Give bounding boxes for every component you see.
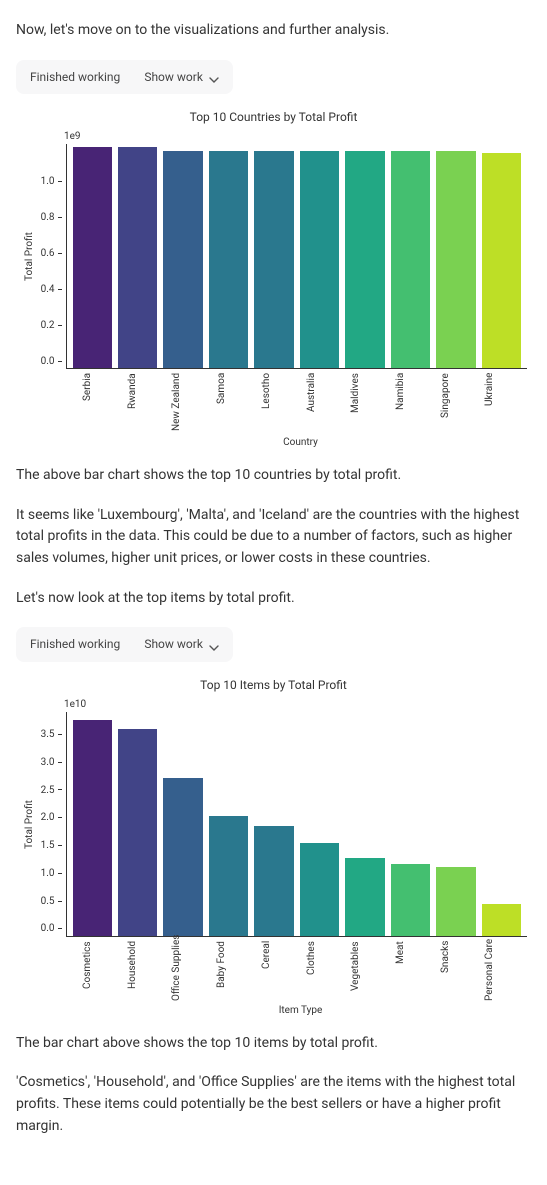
bar	[209, 151, 248, 368]
analysis-text: 'Cosmetics', 'Household', and 'Office Su…	[16, 1072, 531, 1137]
chart-countries: Top 10 Countries by Total Profit 1e9 Tot…	[16, 100, 531, 455]
chevron-down-icon	[209, 640, 219, 650]
y-axis-label: Total Profit	[20, 712, 40, 937]
y-tick: 1.5	[40, 838, 62, 854]
y-tick: 1.0	[40, 866, 62, 882]
chart-items: Top 10 Items by Total Profit 1e10 Total …	[16, 668, 531, 1023]
x-tick: Meat	[393, 941, 432, 1001]
status-text: Finished working	[30, 68, 120, 87]
bar	[73, 720, 112, 936]
x-tick: Personal Care	[482, 941, 521, 1001]
bar	[391, 151, 430, 368]
bar	[73, 147, 112, 368]
x-tick: Snacks	[438, 941, 477, 1001]
x-tick: Namibia	[393, 373, 432, 433]
bar	[209, 816, 248, 936]
y-tick: 0.8	[40, 210, 62, 226]
x-tick: Household	[125, 941, 164, 1001]
bar	[345, 858, 384, 936]
show-work-label: Show work	[144, 68, 203, 87]
bar	[118, 147, 157, 368]
x-axis-label: Item Type	[74, 1003, 527, 1019]
bar	[436, 867, 475, 936]
bar	[300, 843, 339, 936]
show-work-label: Show work	[144, 635, 203, 654]
bar	[436, 151, 475, 368]
x-tick: Baby Food	[214, 941, 253, 1001]
bar	[391, 864, 430, 936]
bar	[254, 151, 293, 368]
chevron-down-icon	[209, 72, 219, 82]
bar	[163, 151, 202, 368]
x-tick: Australia	[304, 373, 343, 433]
bar	[345, 151, 384, 368]
intro-text: Now, let's move on to the visualizations…	[16, 20, 531, 42]
axis-exponent: 1e9	[64, 129, 527, 145]
chart-title: Top 10 Countries by Total Profit	[20, 108, 527, 127]
y-tick: 0.0	[40, 354, 62, 370]
analysis-text: It seems like 'Luxembourg', 'Malta', and…	[16, 505, 531, 570]
code-status-block: Finished working Show work	[16, 627, 233, 662]
y-tick: 2.5	[40, 783, 62, 799]
show-work-toggle[interactable]: Show work	[144, 68, 219, 87]
bar	[482, 904, 521, 936]
bar	[254, 826, 293, 936]
y-axis: 3.5 3.0 2.5 2.0 1.5 1.0 0.5 0.0	[40, 712, 66, 937]
y-tick: 1.0	[40, 174, 62, 190]
x-tick: Cosmetics	[80, 941, 119, 1001]
code-status-block: Finished working Show work	[16, 60, 233, 95]
y-axis-label: Total Profit	[20, 144, 40, 369]
axis-exponent: 1e10	[64, 697, 527, 713]
x-tick: Samoa	[214, 373, 253, 433]
bar	[163, 778, 202, 936]
x-tick: Rwanda	[125, 373, 164, 433]
y-tick: 0.2	[40, 318, 62, 334]
analysis-text: The above bar chart shows the top 10 cou…	[16, 465, 531, 487]
analysis-text: Let's now look at the top items by total…	[16, 588, 531, 610]
y-axis: 1.0 0.8 0.6 0.4 0.2 0.0	[40, 144, 66, 369]
y-tick: 0.6	[40, 246, 62, 262]
y-tick: 0.5	[40, 894, 62, 910]
x-tick: New Zealand	[169, 373, 208, 433]
x-tick: Vegetables	[348, 941, 387, 1001]
x-axis-label: Country	[74, 435, 527, 451]
y-tick: 3.0	[40, 755, 62, 771]
status-text: Finished working	[30, 635, 120, 654]
plot-area	[66, 144, 528, 369]
show-work-toggle[interactable]: Show work	[144, 635, 219, 654]
x-tick: Clothes	[304, 941, 343, 1001]
plot-area	[66, 712, 528, 937]
x-axis: CosmeticsHouseholdOffice SuppliesBaby Fo…	[74, 941, 527, 1001]
bar	[300, 151, 339, 368]
y-tick: 0.4	[40, 282, 62, 298]
y-tick: 3.5	[40, 727, 62, 743]
x-tick: Lesotho	[259, 373, 298, 433]
x-tick: Maldives	[348, 373, 387, 433]
x-tick: Office Supplies	[169, 941, 208, 1001]
x-tick: Cereal	[259, 941, 298, 1001]
x-tick: Singapore	[438, 373, 477, 433]
chart-title: Top 10 Items by Total Profit	[20, 676, 527, 695]
x-tick: Serbia	[80, 373, 119, 433]
analysis-text: The bar chart above shows the top 10 ite…	[16, 1033, 531, 1055]
x-tick: Ukraine	[482, 373, 521, 433]
bar	[118, 729, 157, 936]
y-tick: 2.0	[40, 810, 62, 826]
x-axis: SerbiaRwandaNew ZealandSamoaLesothoAustr…	[74, 373, 527, 433]
bar	[482, 153, 521, 368]
y-tick: 0.0	[40, 921, 62, 937]
